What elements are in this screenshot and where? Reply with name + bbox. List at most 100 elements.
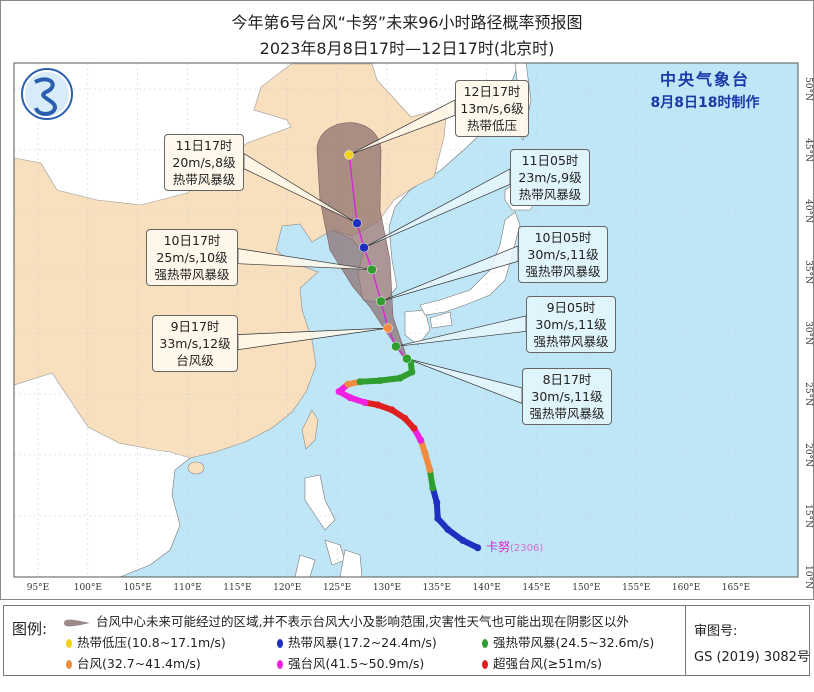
past-track-point — [434, 514, 442, 522]
forecast-label-time: 12日17时 — [463, 84, 521, 99]
philippines — [294, 474, 363, 577]
lat-tick-label: 50°N — [803, 77, 813, 101]
forecast-label-wind: 20m/s,8级 — [172, 155, 236, 170]
lon-tick-label: 125°E — [323, 583, 351, 593]
legend-cone-item: 台风中心未来可能经过的区域,并不表示台风大小及影响范围,灾害性天气也可能出现在阴… — [62, 611, 629, 630]
label-pointers — [237, 99, 527, 404]
legend-item-label: 强台风(41.5~50.9m/s) — [288, 656, 425, 671]
forecast-point-typhoon[interactable] — [383, 323, 393, 333]
storm-code: (2306) — [510, 543, 544, 554]
forecast-point-tropical-storm[interactable] — [359, 242, 369, 253]
forecast-label-category: 热带风暴级 — [518, 187, 582, 202]
forecast-point-severe-tropical-storm[interactable] — [391, 341, 401, 352]
chart-subtitle: 2023年8月8日17时—12日17时(北京时) — [259, 39, 555, 58]
legend-item-label: 热带风暴(17.2~24.4m/s) — [288, 635, 437, 650]
lon-tick-label: 120°E — [273, 583, 301, 593]
legend-dot-icon — [277, 660, 283, 669]
past-track-point — [474, 544, 482, 552]
storm-name: 卡努 — [486, 540, 511, 554]
forecast-label-time: 9日05时 — [546, 300, 596, 315]
lat-tick-label: 30°N — [803, 321, 813, 345]
forecast-label-time: 11日17时 — [175, 138, 233, 153]
issue-time: 8月8日18时制作 — [650, 95, 760, 111]
approval-number: GS (2019) 3082号 — [694, 650, 810, 665]
legend-item: 热带风暴(17.2~24.4m/s) — [277, 632, 437, 651]
lat-tick-label: 10°N — [803, 565, 813, 589]
past-track-point — [374, 401, 382, 409]
cma-logo — [21, 68, 73, 120]
lat-tick-label: 35°N — [803, 260, 813, 284]
forecast-label-category: 台风级 — [176, 353, 214, 368]
lon-tick-label: 140°E — [473, 583, 501, 593]
approval-label: 审图号: — [694, 624, 738, 639]
hainan-island — [187, 461, 205, 475]
storm-name-label: 卡努(2306) — [486, 538, 543, 555]
legend-item-label: 热带低压(10.8~17.1m/s) — [77, 635, 226, 650]
legend-item-label: 强热带风暴(24.5~32.6m/s) — [493, 635, 655, 650]
forecast-label-box: 10日17时 25m/s,10级 强热带风暴级 — [146, 229, 238, 286]
legend-cone-text: 台风中心未来可能经过的区域,并不表示台风大小及影响范围,灾害性天气也可能出现在阴… — [96, 614, 629, 629]
legend-item-label: 超强台风(≥51m/s) — [493, 656, 603, 671]
past-track — [335, 355, 482, 552]
past-track-point — [429, 484, 437, 492]
lat-tick-label: 40°N — [803, 199, 813, 223]
legend-dot-icon — [482, 660, 488, 669]
past-track-point — [396, 374, 404, 382]
forecast-label-time: 10日17时 — [163, 233, 221, 248]
lon-tick-label: 95°E — [27, 583, 50, 593]
legend-dot-icon — [482, 639, 488, 648]
forecast-label-category: 热带风暴级 — [172, 172, 236, 187]
forecast-label-box: 11日17时 20m/s,8级 热带风暴级 — [164, 134, 244, 191]
legend-item-label: 台风(32.7~41.4m/s) — [77, 656, 201, 671]
forecast-label-box: 9日17时 33m/s,12级 台风级 — [152, 315, 238, 372]
legend-item: 台风(32.7~41.4m/s) — [66, 653, 201, 672]
past-track-point — [388, 406, 396, 414]
forecast-label-box: 8日17时 30m/s,11级 强热带风暴级 — [522, 368, 612, 425]
past-track-point — [376, 377, 384, 385]
forecast-label-category: 热带低压 — [466, 118, 517, 133]
forecast-label-wind: 30m/s,11级 — [531, 389, 603, 404]
forecast-label-wind: 30m/s,11级 — [535, 317, 607, 332]
lon-tick-label: 165°E — [722, 583, 750, 593]
lon-tick-label: 110°E — [173, 583, 201, 593]
forecast-label-category: 强热带风暴级 — [533, 334, 609, 349]
lat-tick-label: 20°N — [803, 443, 813, 467]
legend-dot-icon — [277, 639, 283, 648]
approval-block: 审图号: GS (2019) 3082号 — [685, 606, 810, 675]
forecast-label-time: 11日05时 — [521, 153, 579, 168]
forecast-label-time: 9日17时 — [170, 319, 220, 334]
forecast-point-tropical-depression[interactable] — [344, 150, 354, 160]
lon-tick-label: 135°E — [423, 583, 451, 593]
lon-tick-label: 115°E — [223, 583, 251, 593]
forecast-label-time: 10日05时 — [534, 230, 592, 245]
forecast-label-category: 强热带风暴级 — [529, 406, 605, 421]
past-track-point — [401, 414, 409, 422]
forecast-point-severe-tropical-storm[interactable] — [376, 296, 386, 307]
past-track-point — [444, 525, 452, 533]
lon-tick-label: 105°E — [124, 583, 152, 593]
label-pointer — [237, 248, 373, 270]
forecast-point-severe-tropical-storm[interactable] — [367, 264, 377, 275]
past-track-point — [459, 536, 467, 544]
map-border — [13, 62, 799, 578]
lon-tick-label: 130°E — [373, 583, 401, 593]
forecast-track — [344, 150, 412, 364]
forecast-label-box: 12日17时 13m/s,6级 热带低压 — [455, 80, 529, 137]
taiwan-island — [301, 409, 319, 450]
past-track-point — [421, 449, 429, 457]
past-track-point — [417, 436, 425, 444]
lon-tick-label: 145°E — [522, 583, 550, 593]
lon-tick-label: 150°E — [572, 583, 600, 593]
label-pointer — [243, 152, 358, 224]
lon-tick-label: 100°E — [74, 583, 102, 593]
lat-tick-label: 45°N — [803, 138, 813, 162]
forecast-label-box: 9日05时 30m/s,11级 强热带风暴级 — [526, 296, 616, 353]
legend-dot-icon — [66, 660, 72, 669]
legend-item: 强热带风暴(24.5~32.6m/s) — [482, 632, 654, 651]
forecast-point-tropical-storm[interactable] — [352, 218, 362, 228]
forecast-point-severe-tropical-storm[interactable] — [402, 353, 412, 364]
past-track-point — [356, 378, 364, 386]
forecast-label-wind: 23m/s,9级 — [518, 170, 582, 185]
past-track-point — [344, 380, 352, 388]
legend-heading: 图例: — [12, 620, 48, 638]
